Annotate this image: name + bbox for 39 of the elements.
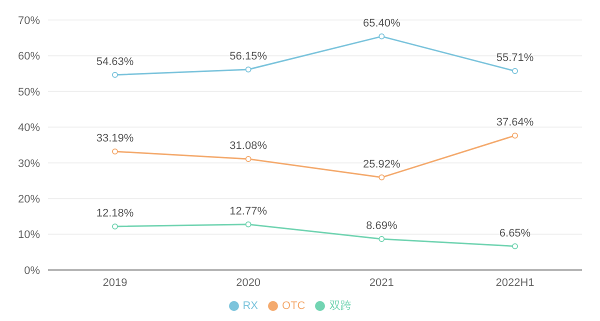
point bbox=[378, 236, 385, 242]
x-tick-label: 2022H1 bbox=[496, 276, 534, 289]
data-label: 56.15% bbox=[230, 50, 268, 62]
y-tick-label: 10% bbox=[18, 229, 40, 242]
x-tick-label: 2019 bbox=[102, 276, 128, 289]
point bbox=[512, 68, 518, 74]
y-tick-label: 70% bbox=[18, 14, 40, 27]
legend-label: 双跨 bbox=[329, 300, 352, 312]
point bbox=[245, 221, 252, 228]
y-tick-label: 60% bbox=[18, 50, 40, 63]
data-label: 55.71% bbox=[496, 52, 534, 64]
point bbox=[112, 148, 118, 154]
point bbox=[512, 132, 518, 139]
data-label: 12.77% bbox=[230, 205, 268, 218]
data-label: 31.08% bbox=[230, 140, 268, 152]
data-label: 54.63% bbox=[96, 56, 134, 68]
point bbox=[512, 243, 518, 250]
y-tick-label: 30% bbox=[18, 158, 40, 170]
point bbox=[245, 66, 252, 72]
data-label: 33.19% bbox=[96, 132, 134, 144]
y-tick-label: 20% bbox=[18, 193, 40, 206]
x-tick-label: 2020 bbox=[236, 276, 261, 289]
data-label: 65.40% bbox=[363, 17, 401, 30]
legend-label: RX bbox=[242, 300, 258, 312]
point bbox=[112, 224, 118, 230]
data-label: 25.92% bbox=[363, 158, 401, 170]
point bbox=[378, 33, 385, 40]
y-tick-label: 40% bbox=[18, 122, 40, 134]
data-label: 6.65% bbox=[499, 227, 531, 240]
point bbox=[245, 156, 252, 162]
data-label: 12.18% bbox=[96, 208, 134, 220]
y-tick-label: 0% bbox=[24, 264, 40, 277]
legend-label: OTC bbox=[282, 300, 306, 312]
data-label: 8.69% bbox=[366, 220, 398, 232]
data-label: 37.64% bbox=[496, 116, 534, 129]
x-tick-label: 2021 bbox=[369, 276, 394, 289]
point bbox=[112, 72, 118, 78]
y-tick-label: 50% bbox=[18, 86, 40, 98]
point bbox=[378, 174, 385, 180]
